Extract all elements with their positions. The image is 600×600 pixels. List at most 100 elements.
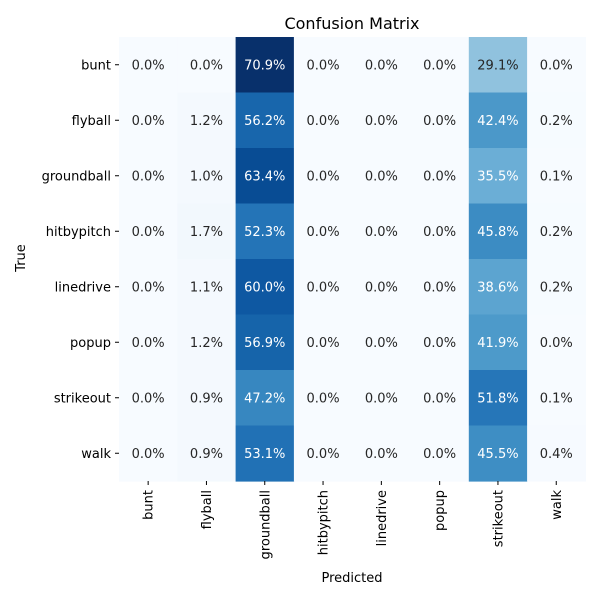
cell-value-label: 0.0%	[132, 391, 165, 406]
heatmap-cell	[468, 259, 528, 316]
cell-value-label: 70.9%	[244, 58, 285, 73]
heatmap-cell	[235, 148, 295, 205]
cell-value-label: 0.0%	[132, 169, 165, 184]
cell-value-label: 45.5%	[477, 447, 518, 462]
heatmap-cell	[293, 314, 353, 371]
cell-value-label: 0.2%	[540, 280, 573, 295]
x-tick-label: groundball	[258, 490, 273, 559]
cell-value-label: 0.0%	[423, 114, 456, 129]
heatmap-cell	[352, 203, 412, 260]
heatmap-cell	[352, 314, 412, 371]
cell-value-label: 0.0%	[365, 336, 398, 351]
heatmap-cell	[119, 203, 178, 260]
cell-value-label: 0.0%	[540, 336, 573, 351]
heatmap-cell	[352, 37, 412, 94]
heatmap-cell	[235, 92, 295, 149]
heatmap-cell	[177, 259, 237, 316]
cell-value-label: 0.0%	[365, 447, 398, 462]
heatmap-cell	[527, 370, 586, 427]
heatmap-cell	[468, 92, 528, 149]
heatmap-cell	[177, 148, 237, 205]
x-tick-label: popup	[433, 490, 448, 531]
heatmap-cell	[468, 203, 528, 260]
x-tick-label: bunt	[142, 490, 157, 520]
cell-value-label: 56.9%	[244, 336, 285, 351]
heatmap-cell	[410, 314, 470, 371]
cell-value-label: 0.2%	[540, 114, 573, 129]
heatmap-cell	[235, 370, 295, 427]
cell-value-label: 0.0%	[423, 391, 456, 406]
cell-value-label: 0.0%	[365, 114, 398, 129]
cell-value-label: 0.0%	[307, 280, 340, 295]
cell-value-label: 29.1%	[477, 58, 518, 73]
cell-value-label: 0.0%	[423, 58, 456, 73]
cell-value-label: 45.8%	[477, 225, 518, 240]
cell-value-label: 56.2%	[244, 114, 285, 129]
cell-value-label: 53.1%	[244, 447, 285, 462]
x-tick-label: flyball	[200, 490, 215, 529]
cell-value-label: 1.2%	[190, 114, 223, 129]
cell-value-label: 0.0%	[365, 280, 398, 295]
cell-value-label: 0.0%	[365, 169, 398, 184]
heatmap-cell	[177, 314, 237, 371]
cell-value-label: 0.0%	[423, 169, 456, 184]
cell-value-label: 0.0%	[307, 114, 340, 129]
heatmap-cell	[527, 314, 586, 371]
x-axis: bunt flyball groundball hitbypitch linedrive…	[142, 481, 565, 559]
heatmap-cell	[293, 148, 353, 205]
y-tick-label: bunt	[81, 58, 111, 73]
heatmap-cell	[293, 370, 353, 427]
cell-value-label: 0.0%	[132, 58, 165, 73]
heatmap-cell	[527, 37, 586, 94]
heatmap-cell	[527, 92, 586, 149]
y-tick-label: groundball	[42, 169, 111, 184]
heatmap-cell	[119, 425, 178, 482]
heatmap-cell	[352, 259, 412, 316]
cell-value-label: 0.0%	[307, 58, 340, 73]
cell-value-label: 0.0%	[365, 225, 398, 240]
heatmap-cell	[468, 370, 528, 427]
cell-value-label: 0.0%	[307, 391, 340, 406]
heatmap-cell	[293, 425, 353, 482]
cell-value-label: 0.0%	[307, 336, 340, 351]
heatmap-cell	[527, 148, 586, 205]
cell-value-label: 0.1%	[540, 391, 573, 406]
x-tick-label: hitbypitch	[317, 490, 332, 555]
heatmap-cell	[119, 92, 178, 149]
heatmap-cell	[352, 148, 412, 205]
heatmap-cell	[293, 92, 353, 149]
cell-value-label: 0.0%	[132, 280, 165, 295]
cell-value-label: 0.0%	[423, 336, 456, 351]
heatmap-cell	[235, 259, 295, 316]
cell-value-label: 51.8%	[477, 391, 518, 406]
cell-value-label: 47.2%	[244, 391, 285, 406]
heatmap-cell	[119, 148, 178, 205]
heatmap-cell	[527, 259, 586, 316]
heatmap-cell	[410, 259, 470, 316]
heatmap-cell	[177, 425, 237, 482]
heatmap-cell	[293, 203, 353, 260]
heatmap-cell	[527, 203, 586, 260]
heatmap-cell	[235, 203, 295, 260]
cell-value-label: 41.9%	[477, 336, 518, 351]
cell-value-label: 52.3%	[244, 225, 285, 240]
heatmap-cell	[293, 37, 353, 94]
x-axis-label: Predicted	[321, 571, 382, 586]
cell-value-label: 0.9%	[190, 447, 223, 462]
cell-value-label: 1.7%	[190, 225, 223, 240]
cell-value-label: 0.0%	[423, 447, 456, 462]
chart-title: Confusion Matrix	[284, 14, 419, 33]
cell-value-label: 0.0%	[132, 114, 165, 129]
cell-value-label: 0.0%	[132, 336, 165, 351]
cell-value-label: 1.1%	[190, 280, 223, 295]
y-tick-label: hitbypitch	[46, 225, 111, 240]
heatmap-cell	[352, 92, 412, 149]
heatmap-cell	[468, 314, 528, 371]
heatmap-cell	[352, 370, 412, 427]
y-tick-label: flyball	[72, 114, 111, 129]
cell-value-label: 0.0%	[365, 58, 398, 73]
heatmap-cell	[410, 425, 470, 482]
cell-value-label: 0.0%	[190, 58, 223, 73]
cell-value-label: 63.4%	[244, 169, 285, 184]
